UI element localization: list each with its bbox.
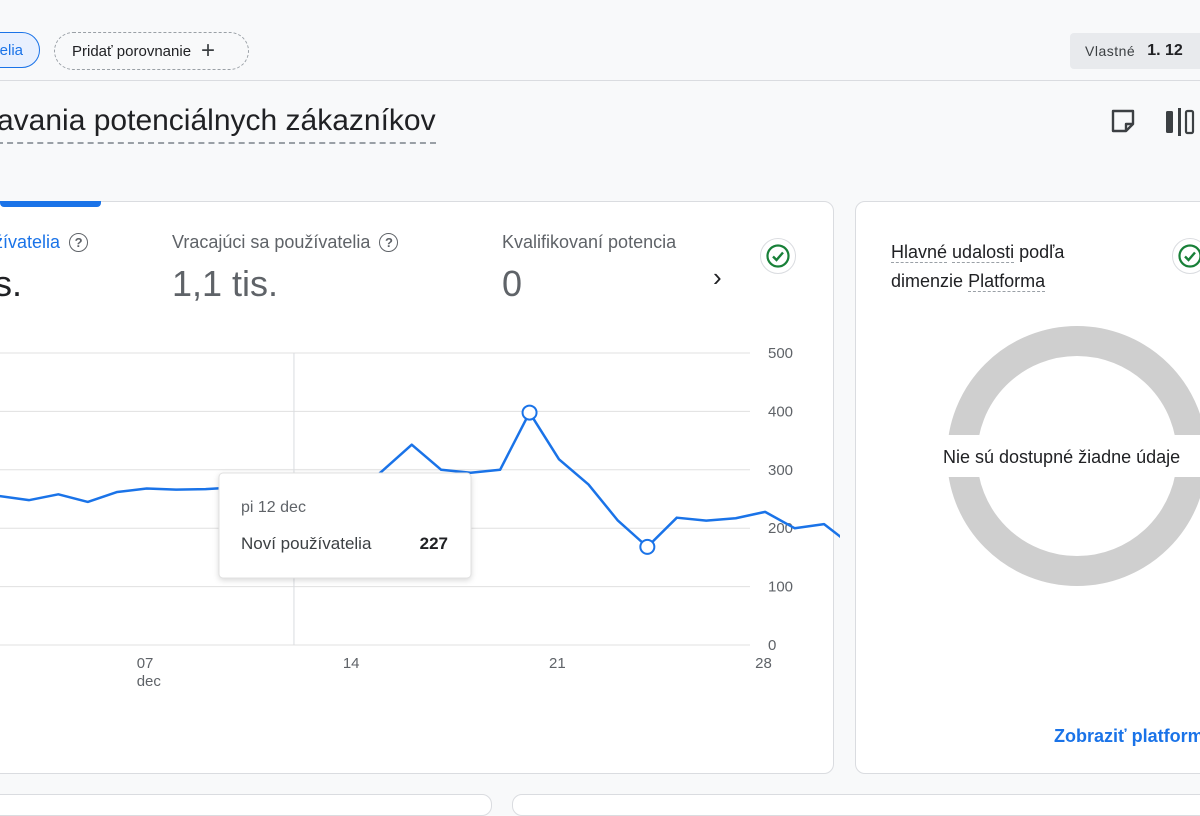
x-tick-label: 14 <box>343 655 360 672</box>
platform-card-title: Hlavné udalosti podľa dimenzie Platforma <box>891 238 1064 296</box>
title-dimension[interactable]: Platforma <box>968 271 1045 292</box>
top-toolbar: elia Pridať porovnanie + Vlastné 1. 12 <box>0 0 1200 81</box>
x-tick-label: 21 <box>549 655 566 672</box>
page-title[interactable]: avania potenciálnych zákazníkov <box>0 104 436 144</box>
check-circle-icon[interactable] <box>760 238 796 274</box>
y-tick-label: 0 <box>768 637 776 654</box>
help-icon[interactable]: ? <box>69 233 88 252</box>
y-tick-label: 500 <box>768 345 793 362</box>
data-point-marker <box>523 406 537 420</box>
metric-value: s. <box>0 263 88 305</box>
y-tick-label: 300 <box>768 462 793 479</box>
date-range-picker[interactable]: Vlastné 1. 12 <box>1070 33 1200 69</box>
users-chip[interactable]: elia <box>0 32 40 68</box>
compare-view-icon[interactable] <box>1164 108 1200 136</box>
chevron-right-icon[interactable]: › <box>713 262 722 293</box>
title-word: dimenzie <box>891 271 963 291</box>
metric-label: žívatelia <box>0 232 60 253</box>
metric-returning-users[interactable]: Vracajúci sa používatelia ? 1,1 tis. <box>172 232 398 305</box>
y-tick-label: 200 <box>768 520 793 537</box>
title-word: podľa <box>1019 242 1064 262</box>
add-comparison-label: Pridať porovnanie <box>72 43 191 60</box>
no-data-message: Nie sú dostupné žiadne údaje <box>943 447 1180 468</box>
bottom-card <box>512 794 1200 816</box>
y-tick-label: 100 <box>768 579 793 596</box>
metric-value: 1,1 tis. <box>172 263 398 305</box>
tooltip-date: pi 12 dec <box>241 499 306 516</box>
bottom-card <box>0 794 492 816</box>
date-range-label: Vlastné <box>1085 43 1135 59</box>
data-point-marker <box>640 540 654 554</box>
help-icon[interactable]: ? <box>379 233 398 252</box>
metric-qualified-leads[interactable]: Kvalifikovaní potencia 0 <box>502 232 696 305</box>
title-word: udalosti <box>952 242 1014 263</box>
plus-icon: + <box>201 39 215 63</box>
y-tick-label: 400 <box>768 403 793 420</box>
add-comparison-button[interactable]: Pridať porovnanie + <box>54 32 249 70</box>
view-platforms-link[interactable]: Zobraziť platformy <box>1054 726 1200 747</box>
metric-value: 0 <box>502 263 696 305</box>
metric-label: Vracajúci sa používatelia <box>172 232 370 253</box>
x-tick-label: 07 <box>137 655 154 672</box>
check-circle-icon[interactable] <box>1172 238 1200 274</box>
tooltip-series: Noví používatelia <box>241 534 372 553</box>
note-icon[interactable] <box>1110 108 1136 134</box>
date-range-value: 1. 12 <box>1147 42 1183 60</box>
metric-label: Kvalifikovaní potencia <box>502 232 676 253</box>
active-tab-indicator <box>0 201 101 207</box>
users-chip-label: elia <box>0 42 23 59</box>
x-tick-sublabel: dec <box>137 673 162 690</box>
tooltip <box>219 473 471 578</box>
x-tick-label: 28 <box>755 655 772 672</box>
tooltip-value: 227 <box>420 534 448 553</box>
metric-new-users[interactable]: žívatelia ? s. <box>0 232 88 305</box>
title-word: Hlavné <box>891 242 947 263</box>
